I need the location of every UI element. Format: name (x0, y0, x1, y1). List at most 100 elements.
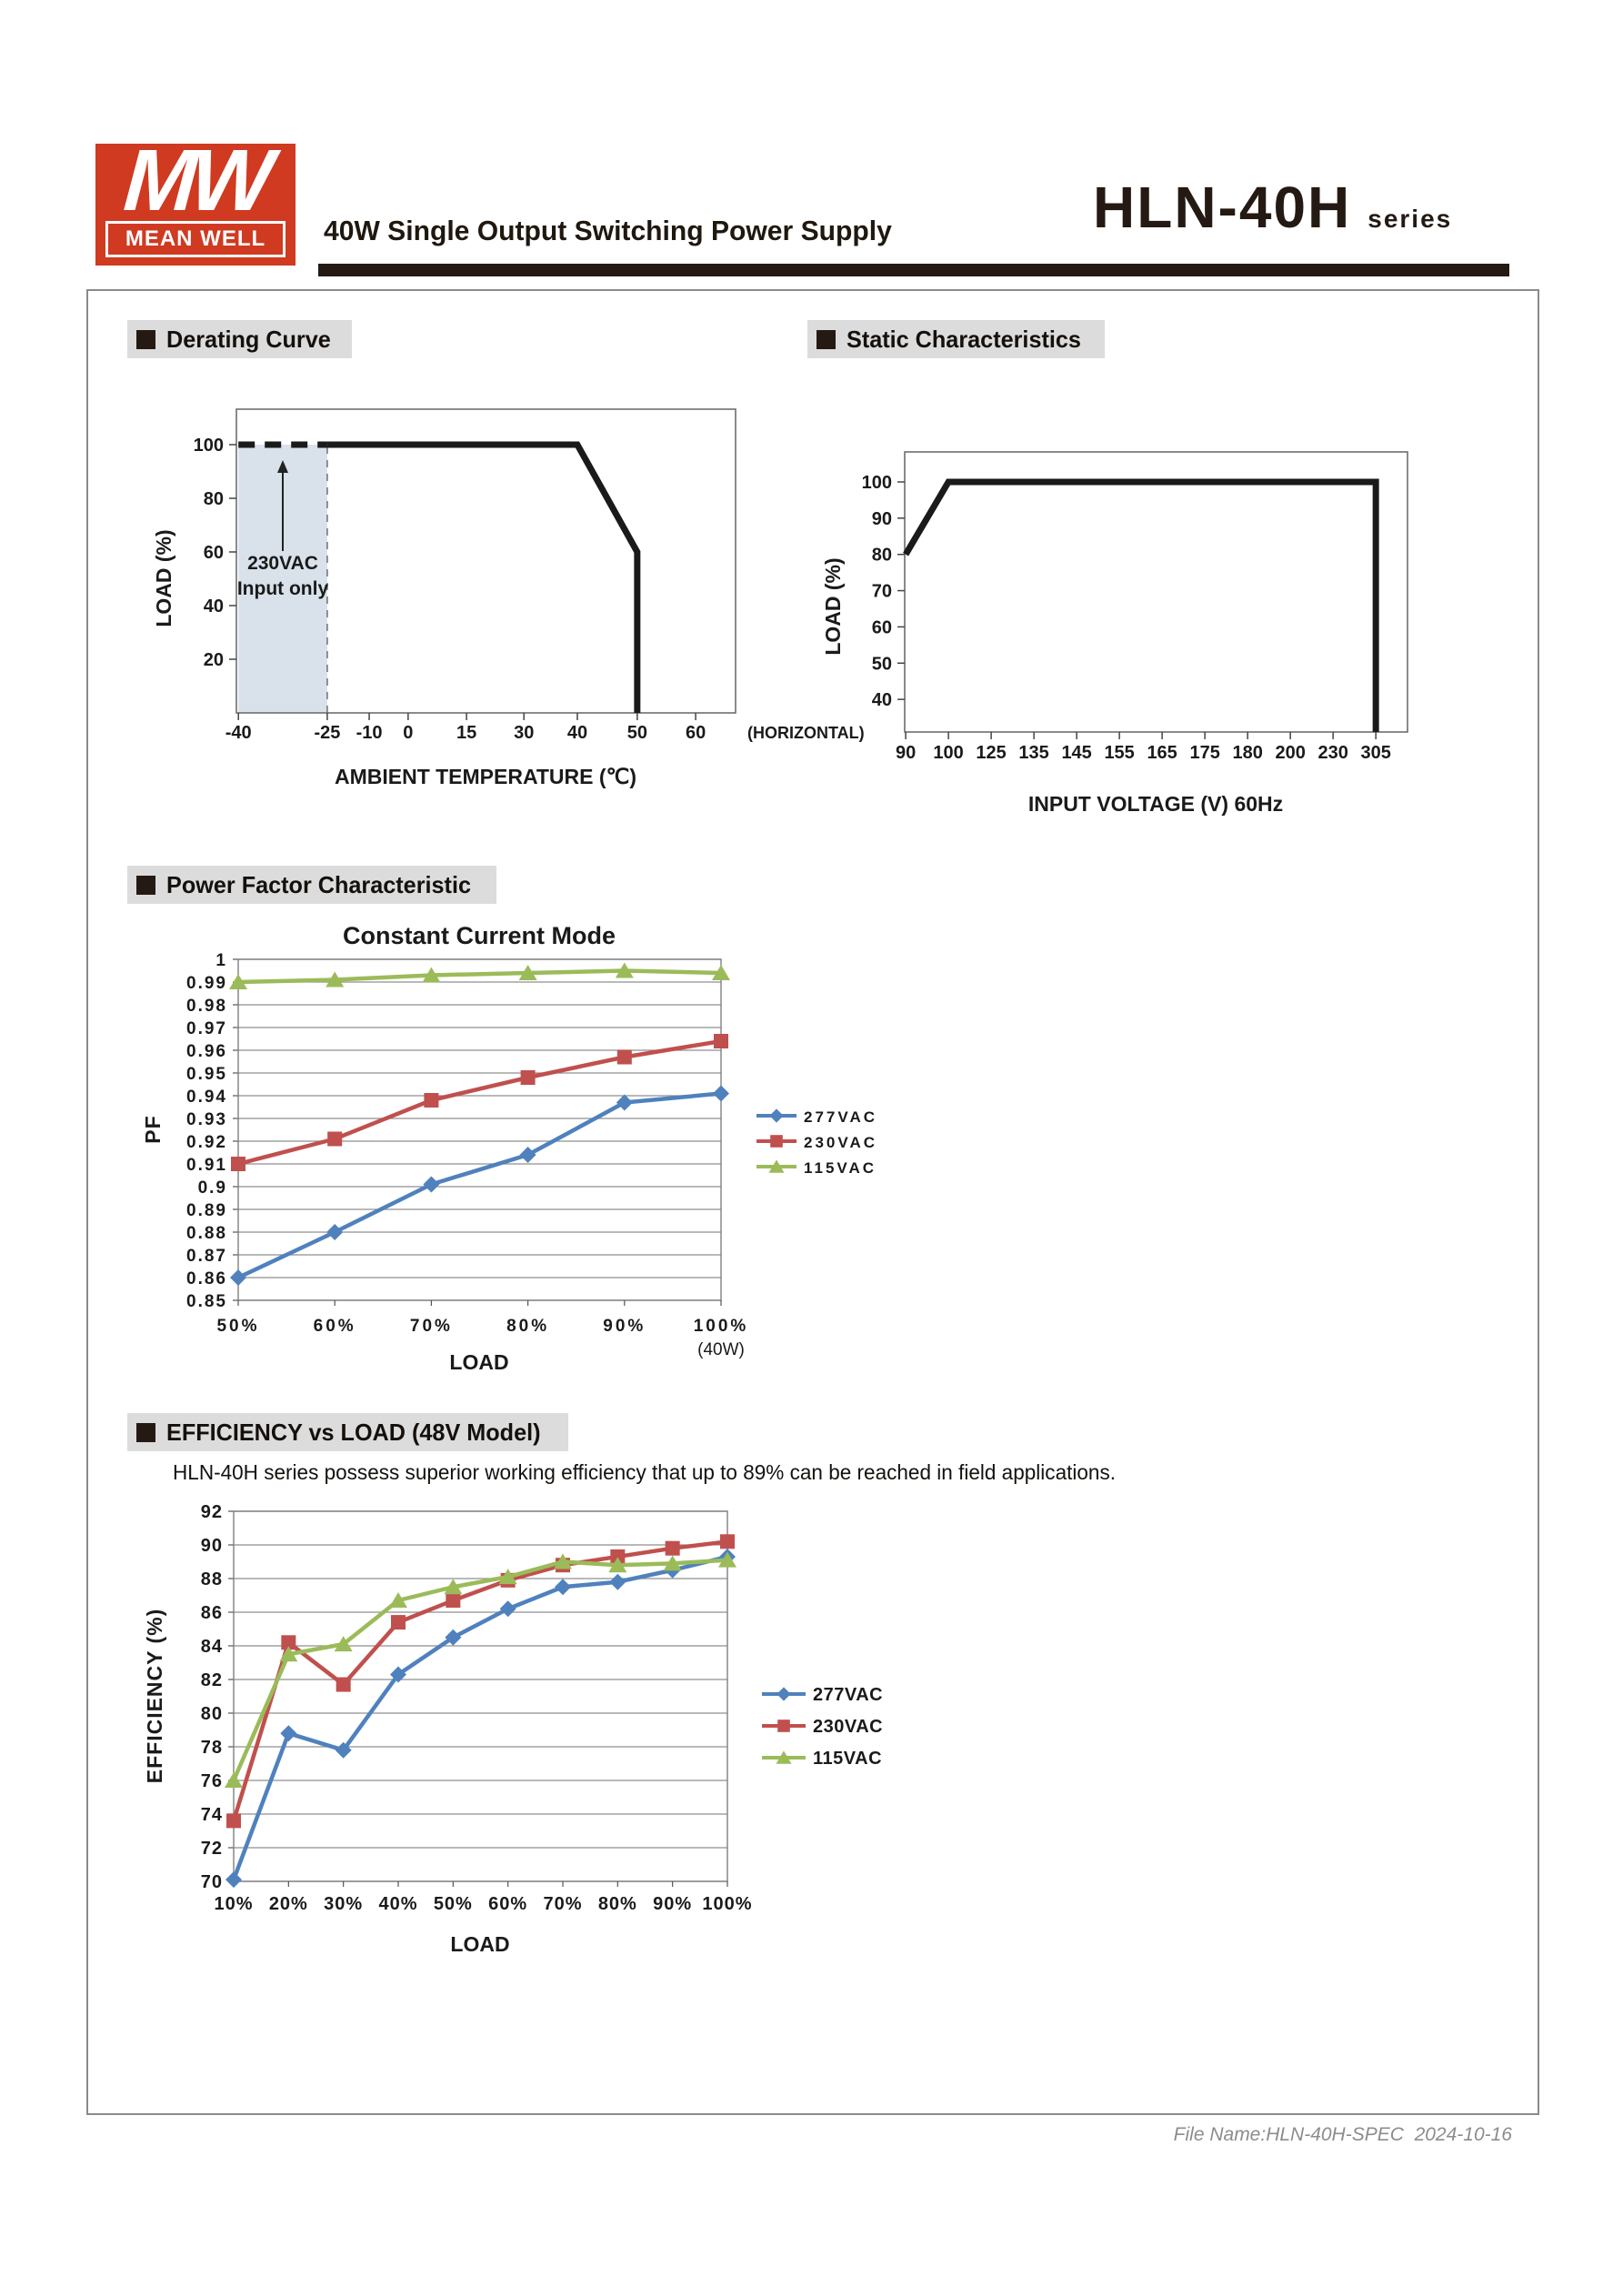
series-markers-230VAC (231, 1034, 728, 1171)
y-tick-label: 80 (872, 546, 892, 566)
section-derating-curve: Derating Curve (127, 320, 353, 358)
triangle-marker-icon (444, 1579, 463, 1595)
y-tick-label: 0.87 (186, 1247, 227, 1266)
x-tick-label: 165 (1147, 743, 1177, 763)
x-tick-label: 230 (1317, 743, 1347, 763)
y-tick-label: 0.98 (186, 997, 227, 1016)
x-tick-label: 60 (686, 723, 706, 743)
square-marker-icon (610, 1549, 626, 1564)
triangle-marker-icon (326, 971, 345, 988)
section-power-factor: Power Factor Characteristic (127, 866, 497, 904)
y-tick-label: 90 (201, 1536, 223, 1556)
legend-label: 230VAC (813, 1717, 883, 1737)
square-marker-icon (226, 1813, 241, 1829)
y-tick-label: 82 (201, 1670, 223, 1690)
legend-item-230VAC: 230VAC (756, 1134, 875, 1151)
y-tick-label: 0.89 (186, 1201, 227, 1220)
series-line-277VAC (235, 1091, 724, 1280)
legend-label: 277VAC (804, 1108, 877, 1126)
diamond-marker-icon (390, 1666, 406, 1683)
x-tick-label: 20% (269, 1894, 308, 1914)
x-tick-label: 80% (598, 1894, 637, 1914)
x-axis-title: INPUT VOLTAGE (V) 60Hz (1028, 792, 1283, 816)
x-tick-label: 10% (214, 1894, 253, 1914)
diamond-marker-icon (769, 1108, 784, 1123)
square-marker-icon (520, 1070, 536, 1085)
diamond-marker-icon (499, 1600, 516, 1618)
square-marker-icon (391, 1615, 406, 1630)
diamond-marker-icon (280, 1725, 297, 1742)
triangle-marker-icon (389, 1592, 407, 1609)
header-rule (318, 264, 1509, 276)
section-bullet-icon (136, 329, 155, 349)
triangle-marker-icon (776, 1750, 792, 1764)
square-marker-icon (616, 1049, 632, 1065)
x-tick-label: 80% (506, 1317, 549, 1336)
brand-name: MEAN WELL (105, 221, 286, 257)
y-tick-label: 100 (862, 473, 892, 493)
series-markers-277VAC (225, 1548, 736, 1889)
y-tick-label: 0.94 (186, 1088, 227, 1107)
x-tick-label: 145 (1061, 743, 1091, 763)
square-marker-icon (770, 1135, 783, 1148)
y-tick-label: 0.9 (198, 1178, 227, 1198)
triangle-marker-icon (554, 1553, 572, 1569)
x-axis-suffix: (HORIZONTAL) (747, 724, 865, 742)
diamond-marker-icon (225, 1871, 242, 1889)
series-line-230VAC (231, 1539, 730, 1823)
diamond-marker-icon (445, 1629, 462, 1646)
legend-label: 277VAC (813, 1685, 883, 1705)
plot-border (233, 1510, 728, 1882)
x-tick-label: 15 (456, 723, 476, 743)
triangle-marker-icon (663, 1555, 682, 1571)
y-tick-label: 0.91 (186, 1156, 227, 1175)
x-tick-label: 40 (567, 723, 587, 743)
y-tick-label: 76 (201, 1771, 223, 1791)
curve-solid (326, 441, 641, 713)
diamond-marker-icon (555, 1579, 571, 1596)
square-marker-icon (327, 1131, 343, 1147)
x-tick-label: 90% (653, 1894, 692, 1914)
x-tick-label: 305 (1360, 743, 1390, 763)
arrow-head-icon (277, 460, 288, 473)
square-marker-icon (777, 1719, 790, 1732)
legend-label: 115VAC (813, 1749, 882, 1769)
diamond-marker-icon (609, 1573, 626, 1590)
section-title: EFFICIENCY vs LOAD (48V Model) (166, 1418, 541, 1446)
plot-border (237, 958, 722, 1301)
x-tick-label: 90% (603, 1317, 646, 1336)
square-marker-icon (281, 1635, 296, 1650)
y-tick-label: 60 (204, 543, 224, 563)
y-tick-label: 100 (194, 436, 224, 456)
diamond-marker-icon (519, 1147, 536, 1163)
legend-item-230VAC: 230VAC (762, 1717, 883, 1737)
square-marker-icon (446, 1593, 461, 1609)
triangle-marker-icon (279, 1646, 298, 1662)
section-title: Power Factor Characteristic (166, 870, 471, 898)
diamond-marker-icon (335, 1741, 352, 1759)
meanwell-logo: MW MEAN WELL (95, 132, 296, 266)
legend-item-115VAC: 115VAC (756, 1159, 877, 1177)
series-markers-277VAC (230, 1085, 729, 1286)
y-tick-label: 92 (201, 1502, 223, 1522)
legend-label: 115VAC (804, 1159, 877, 1177)
annotation-text: Input only (237, 578, 329, 599)
square-marker-icon (231, 1157, 245, 1171)
legend-item-115VAC: 115VAC (762, 1749, 882, 1769)
x-axis-title: LOAD (450, 1932, 509, 1956)
y-axis-title: LOAD (%) (152, 529, 175, 627)
mw-monogram-icon: MW (120, 132, 271, 229)
series-markers-115VAC (229, 962, 730, 989)
y-tick-label: 90 (872, 509, 892, 529)
section-efficiency: EFFICIENCY vs LOAD (48V Model) (127, 1413, 569, 1451)
section-title: Static Characteristics (847, 325, 1081, 353)
y-tick-label: 80 (201, 1704, 223, 1724)
y-axis-title: LOAD (%) (821, 557, 845, 655)
x-tick-label: 100% (694, 1317, 749, 1336)
y-tick-label: 70 (201, 1872, 223, 1892)
y-tick-label: 50 (872, 654, 892, 674)
y-tick-label: 60 (872, 617, 892, 637)
y-tick-label: 78 (201, 1738, 223, 1758)
x-tick-label: -40 (225, 723, 252, 743)
